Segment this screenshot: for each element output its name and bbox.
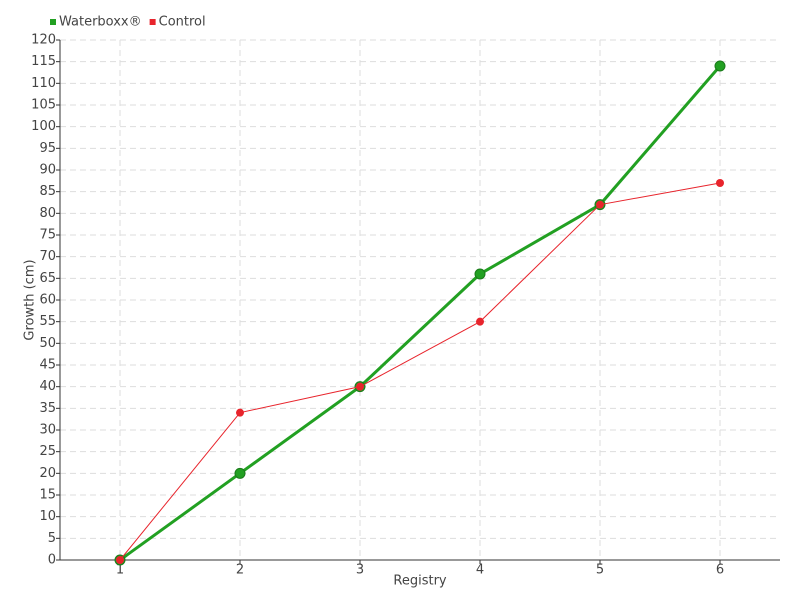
data-point: [476, 317, 484, 326]
y-tick-label: 30: [39, 423, 56, 438]
x-tick-label: 4: [476, 563, 484, 578]
x-tick-label: 1: [116, 563, 124, 578]
data-point: [356, 382, 364, 391]
y-tick-label: 0: [48, 553, 56, 568]
x-tick-label: 6: [716, 563, 724, 578]
y-tick-label: 90: [39, 163, 56, 178]
y-tick-label: 15: [39, 488, 56, 503]
y-tick-label: 85: [39, 184, 56, 199]
y-tick-label: 65: [39, 271, 56, 286]
y-tick-label: 120: [31, 33, 56, 48]
y-tick-label: 110: [31, 76, 56, 91]
x-tick-label: 2: [236, 563, 244, 578]
y-tick-label: 60: [39, 293, 56, 308]
y-tick-label: 50: [39, 336, 56, 351]
y-tick-label: 45: [39, 358, 56, 373]
y-tick-label: 95: [39, 141, 56, 156]
y-tick-label: 55: [39, 314, 56, 329]
y-tick-label: 115: [31, 54, 56, 69]
y-tick-label: 100: [31, 119, 56, 134]
y-tick-label: 10: [39, 509, 56, 524]
y-tick-label: 80: [39, 206, 56, 221]
x-tick-label: 5: [596, 563, 604, 578]
y-tick-label: 25: [39, 444, 56, 459]
legend-swatch: [149, 19, 156, 25]
data-point: [234, 467, 246, 479]
legend-swatch: [50, 19, 56, 25]
y-tick-label: 75: [39, 228, 56, 243]
legend-label: Waterboxx®: [59, 15, 142, 30]
data-point: [474, 268, 486, 280]
data-point: [716, 179, 724, 187]
y-tick-label: 35: [39, 401, 56, 416]
y-tick-label: 70: [39, 249, 56, 264]
y-tick-label: 20: [39, 466, 56, 481]
data-point: [116, 556, 124, 564]
y-axis-label: Growth (cm): [23, 259, 38, 340]
y-tick-label: 40: [39, 379, 56, 394]
series-line: [119, 65, 722, 562]
data-point: [596, 200, 604, 209]
x-tick-label: 3: [356, 563, 364, 578]
y-tick-label: 5: [48, 531, 56, 546]
legend-label: Control: [159, 15, 206, 30]
data-point: [236, 408, 244, 417]
y-tick-label: 105: [31, 98, 56, 113]
data-point: [714, 60, 726, 72]
x-axis-label: Registry: [393, 574, 447, 589]
series-line: [119, 182, 721, 561]
